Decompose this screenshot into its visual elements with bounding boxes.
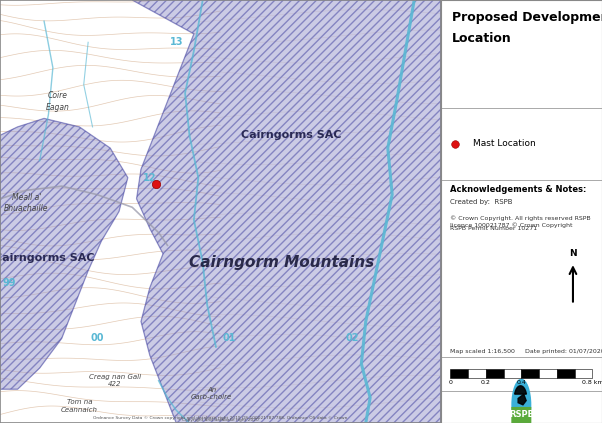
Polygon shape [515,386,526,394]
Bar [504,369,521,378]
Text: 99: 99 [2,278,16,288]
Bar [539,369,557,378]
Polygon shape [518,394,526,405]
Bar [441,357,602,391]
Text: Mast Location: Mast Location [473,139,536,148]
Text: © Crown Copyright. All rights reserved RSPB licence 100021787 © Crown Copyright: © Crown Copyright. All rights reserved R… [450,216,591,228]
Bar [557,369,574,378]
Text: Cairngorm Mountains: Cairngorm Mountains [190,255,374,270]
Text: 00: 00 [90,333,104,343]
Text: Cairngorms SAC: Cairngorms SAC [241,130,341,140]
Text: 0.2: 0.2 [481,380,491,385]
Text: Created by:  RSPB: Created by: RSPB [450,199,513,205]
Text: Cairngorms SAC: Cairngorms SAC [0,253,95,263]
Text: 01: 01 [222,333,236,343]
Bar [441,391,602,423]
Text: Proposed Development: Proposed Development [452,11,602,24]
Text: Location: Location [452,32,512,45]
Text: Date printed: 01/07/2020: Date printed: 01/07/2020 [524,349,602,354]
Bar [521,369,539,378]
Text: 0.4: 0.4 [517,380,526,385]
Text: 12: 12 [143,173,157,183]
Bar [441,180,602,357]
Bar [450,369,468,378]
Text: Copyright and database right 2020: Copyright and database right 2020 [182,418,259,422]
Bar [441,0,602,108]
Text: 0.8 km: 0.8 km [582,380,602,385]
Text: Meall a'
Bhuachaille: Meall a' Bhuachaille [4,193,49,213]
Text: An
Garb-choire: An Garb-choire [191,387,232,400]
Bar [468,369,486,378]
Text: Coire
Eagan: Coire Eagan [45,91,69,112]
Text: 0: 0 [448,380,452,385]
Bar [486,369,504,378]
Text: Tom na
Ceannaich: Tom na Ceannaich [61,399,98,413]
Text: Ordnance Survey Data © Crown copyright and database right 2019 OS 100021787/788,: Ordnance Survey Data © Crown copyright a… [93,416,347,420]
Bar [441,108,602,180]
Text: 13: 13 [170,37,183,47]
Text: Creag nan Gall
422: Creag nan Gall 422 [88,374,141,387]
Bar [574,369,592,378]
Text: RSPB Permit Number 10271: RSPB Permit Number 10271 [450,226,538,231]
Text: Map scaled 1:16,500: Map scaled 1:16,500 [450,349,515,354]
Circle shape [511,379,532,423]
Text: Acknowledgements & Notes:: Acknowledgements & Notes: [450,185,587,194]
Text: 02: 02 [346,333,359,343]
Text: RSPB: RSPB [509,410,534,419]
Polygon shape [0,118,128,389]
Polygon shape [511,407,532,423]
Text: N: N [569,249,577,258]
Polygon shape [132,0,441,423]
